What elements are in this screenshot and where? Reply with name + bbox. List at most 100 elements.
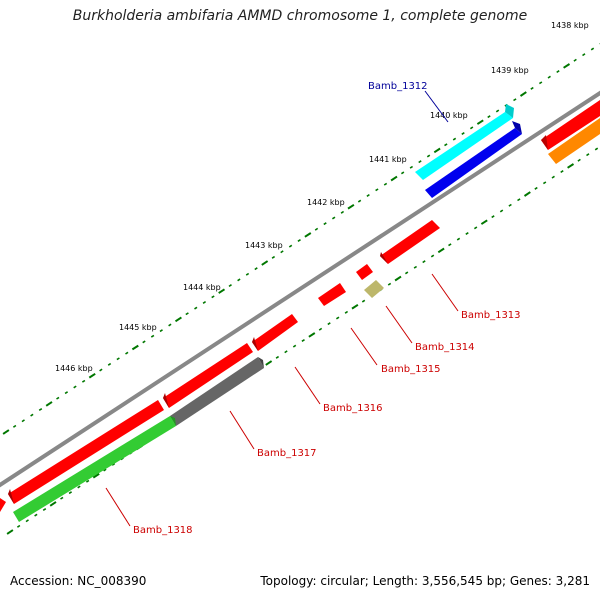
ruler-tick [448, 243, 452, 247]
ruler-tick [271, 255, 276, 259]
ruler-tick [81, 379, 86, 383]
feature-bamb-1318-green[interactable] [13, 416, 176, 522]
ruler-tick [523, 191, 531, 197]
feature-bamb-1314-khaki[interactable] [364, 280, 384, 298]
ruler-tick [304, 232, 312, 238]
ruler-label: 1442 kbp [307, 198, 345, 207]
ruler-tick [433, 147, 441, 154]
feature-orange-right[interactable] [548, 118, 600, 164]
ruler-tick [430, 254, 435, 258]
ruler-tick [351, 303, 359, 310]
gene-label-bamb-1315[interactable]: Bamb_1315 [381, 364, 441, 375]
feature-red-left-edge[interactable] [0, 498, 6, 512]
gene-label-bamb-1317[interactable]: Bamb_1317 [257, 448, 317, 459]
ruler-tick [563, 63, 571, 69]
ruler-tick [556, 70, 560, 74]
ruler-label: 1443 kbp [245, 241, 283, 250]
ruler-tick [404, 271, 409, 275]
leader-bamb-1312 [424, 90, 449, 123]
ruler-tick [77, 485, 81, 489]
ruler-tick [331, 216, 336, 220]
ruler-tick [103, 468, 107, 472]
ruler-tick [418, 160, 422, 164]
ruler-tick [30, 413, 34, 417]
gene-label-bamb-1316[interactable]: Bamb_1316 [323, 403, 383, 414]
ruler-tick [590, 47, 595, 51]
ruler-label: 1440 kbp [430, 111, 468, 120]
ruler-tick [34, 513, 38, 517]
ruler-tick [340, 210, 345, 214]
ruler-label: 1444 kbp [183, 283, 221, 292]
ruler-tick [465, 232, 469, 235]
ruler-tick [409, 165, 414, 169]
ruler-tick [2, 429, 10, 435]
ruler-tick [284, 350, 288, 354]
feature-bamb-1313[interactable] [380, 220, 440, 264]
ruler-tick [499, 209, 504, 213]
ruler-tick [577, 158, 581, 162]
ruler-tick [323, 222, 327, 226]
ruler-tick [275, 355, 280, 359]
ruler-tick [92, 472, 100, 479]
ruler-tick [211, 295, 215, 299]
feature-bamb-1316[interactable] [252, 314, 298, 351]
ruler-tick-labels: 1438 kbp 1439 kbp 1440 kbp 1441 kbp 1442 kbp… [55, 21, 589, 373]
ruler-tick [390, 175, 398, 182]
ruler-tick [168, 323, 172, 327]
ruler-tick [519, 91, 527, 97]
ruler-tick [394, 275, 402, 282]
ruler-tick [542, 181, 547, 185]
feature-bamb-1312[interactable] [415, 104, 514, 180]
ruler-tick [131, 344, 139, 351]
label-leader-lines [105, 90, 459, 527]
ruler-tick [150, 334, 155, 338]
ruler-tick [194, 306, 198, 310]
ruler-tick [567, 163, 575, 169]
leader-bamb-1316 [294, 366, 321, 405]
gene-label-bamb-1313[interactable]: Bamb_1313 [461, 310, 521, 321]
ruler-tick [228, 284, 232, 288]
gene-features [0, 100, 600, 522]
ruler-tick [297, 239, 301, 242]
ruler-tick [88, 372, 96, 379]
feature-bamb-1314-red[interactable] [356, 264, 373, 280]
leader-bamb-1313 [431, 273, 459, 312]
feature-bamb-1317[interactable] [170, 357, 264, 426]
ruler-tick [254, 267, 258, 271]
ruler-label: 1445 kbp [119, 323, 157, 332]
gene-label-bamb-1314[interactable]: Bamb_1314 [415, 342, 475, 353]
feature-bamb-1318-red[interactable] [8, 400, 164, 504]
ruler-tick [12, 424, 17, 428]
ruler-tick [38, 408, 43, 411]
ruler-tick [68, 491, 73, 495]
gene-label-bamb-1318[interactable]: Bamb_1318 [133, 525, 193, 536]
feature-blue-band[interactable] [425, 121, 522, 198]
ruler-tick [335, 316, 340, 320]
ruler-tick [586, 153, 590, 157]
ruler-tick [265, 360, 273, 366]
ruler-tick [560, 170, 564, 174]
feature-bamb-1315[interactable] [318, 283, 346, 306]
ruler-tick [473, 226, 478, 230]
ruler-tick [111, 462, 116, 466]
leader-bamb-1314 [385, 305, 413, 344]
ruler-tick [314, 227, 319, 231]
feature-bamb-1316-long[interactable] [163, 343, 253, 408]
ruler-tick [99, 368, 103, 372]
ruler-tick [261, 260, 269, 266]
ruler-tick [218, 288, 226, 294]
ruler-tick [444, 143, 448, 147]
ruler-tick [288, 244, 293, 248]
feature-red-right[interactable] [541, 100, 600, 150]
ruler-tick [174, 316, 182, 323]
ruler-tick [534, 186, 538, 190]
ruler-tick [422, 260, 426, 264]
ruler-tick [245, 272, 250, 276]
ruler-tick [387, 282, 392, 286]
ruler-tick [594, 147, 599, 151]
ruler-tick [551, 175, 555, 179]
ruler-tick [318, 327, 323, 331]
gene-label-bamb-1312[interactable]: Bamb_1312 [368, 81, 428, 92]
leader-bamb-1318 [105, 487, 131, 527]
